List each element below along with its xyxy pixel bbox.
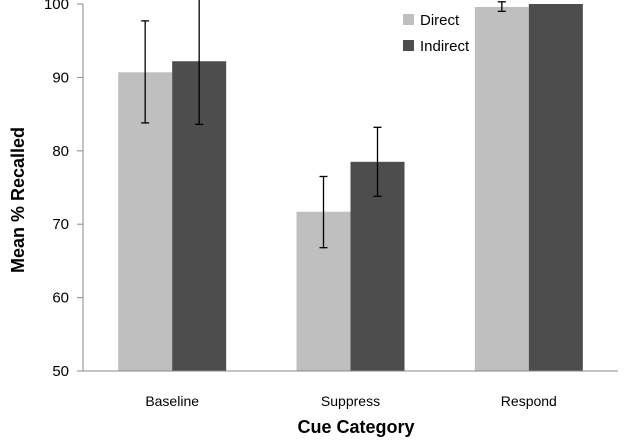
x-axis-title: Cue Category xyxy=(297,417,414,437)
y-tick-label: 80 xyxy=(52,143,69,160)
bar-direct-respond xyxy=(474,6,529,371)
y-axis-title: Mean % Recalled xyxy=(8,127,28,273)
x-axis-categories: Baseline Suppress Respond xyxy=(145,393,557,409)
error-bar-direct-suppress xyxy=(319,175,328,249)
y-tick-label: 70 xyxy=(52,216,69,233)
legend-swatch-direct xyxy=(403,14,414,25)
x-tick-label: Suppress xyxy=(321,393,380,409)
legend-label-direct: Direct xyxy=(420,12,460,29)
plot-area xyxy=(82,0,618,372)
y-tick-label: 100 xyxy=(44,0,69,13)
error-bar-direct-baseline xyxy=(141,20,150,124)
legend: Direct Indirect xyxy=(403,12,470,55)
y-tick-label: 50 xyxy=(52,363,69,380)
x-tick-label: Respond xyxy=(501,393,557,409)
error-bar-indirect-baseline xyxy=(195,0,204,126)
y-tick-label: 60 xyxy=(52,290,69,307)
error-bar-indirect-suppress xyxy=(373,126,382,197)
y-axis-ticks: 50 60 70 80 90 100 xyxy=(44,0,83,380)
error-bar-direct-respond xyxy=(497,1,506,12)
bar-indirect-respond xyxy=(528,4,583,371)
legend-label-indirect: Indirect xyxy=(420,38,470,55)
y-tick-label: 90 xyxy=(52,69,69,86)
x-tick-label: Baseline xyxy=(145,393,199,409)
legend-swatch-indirect xyxy=(403,40,414,51)
